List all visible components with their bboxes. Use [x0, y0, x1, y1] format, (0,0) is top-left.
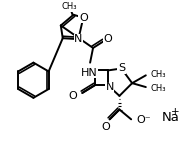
Text: +: + — [171, 108, 180, 117]
Text: O: O — [101, 122, 110, 132]
Text: CH₃: CH₃ — [62, 2, 77, 11]
Text: N: N — [74, 34, 83, 44]
Text: O: O — [69, 91, 77, 101]
Text: Na: Na — [162, 111, 179, 124]
Text: O: O — [79, 13, 88, 23]
Text: HN: HN — [81, 67, 97, 77]
Text: CH₃: CH₃ — [151, 84, 166, 93]
Text: N: N — [105, 82, 114, 92]
Text: CH₃: CH₃ — [151, 70, 166, 79]
Text: O: O — [103, 34, 112, 44]
Text: S: S — [118, 63, 125, 74]
Text: O⁻: O⁻ — [136, 115, 151, 125]
